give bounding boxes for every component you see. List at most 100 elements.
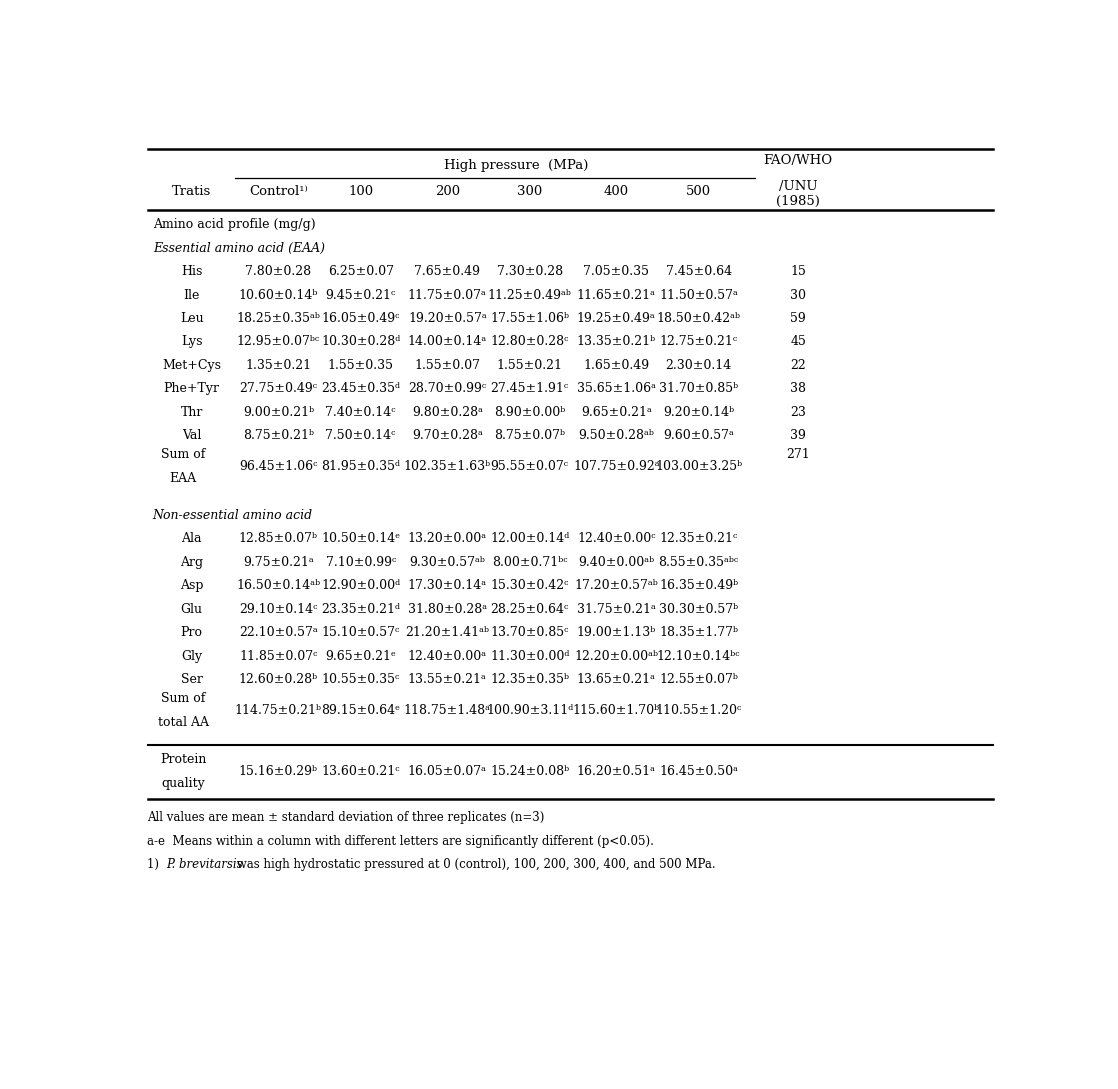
Text: Lys: Lys — [181, 335, 202, 348]
Text: 12.10±0.14ᵇᶜ: 12.10±0.14ᵇᶜ — [656, 650, 740, 663]
Text: was high hydrostatic pressured at 0 (control), 100, 200, 300, 400, and 500 MPa.: was high hydrostatic pressured at 0 (con… — [234, 858, 716, 871]
Text: 7.30±0.28: 7.30±0.28 — [496, 265, 562, 278]
Text: 115.60±1.70ᵇ: 115.60±1.70ᵇ — [572, 703, 660, 717]
Text: Thr: Thr — [180, 406, 203, 419]
Text: 100.90±3.11ᵈ: 100.90±3.11ᵈ — [486, 703, 574, 717]
Text: 10.55±0.35ᶜ: 10.55±0.35ᶜ — [322, 673, 400, 686]
Text: 23.45±0.35ᵈ: 23.45±0.35ᵈ — [321, 382, 400, 395]
Text: 81.95±0.35ᵈ: 81.95±0.35ᵈ — [321, 460, 400, 473]
Text: 7.05±0.35: 7.05±0.35 — [584, 265, 650, 278]
Text: All values are mean ± standard deviation of three replicates (n=3): All values are mean ± standard deviation… — [146, 811, 544, 824]
Text: 8.75±0.07ᵇ: 8.75±0.07ᵇ — [494, 429, 566, 442]
Text: 8.55±0.35ᵃᵇᶜ: 8.55±0.35ᵃᵇᶜ — [659, 555, 739, 568]
Text: 11.65±0.21ᵃ: 11.65±0.21ᵃ — [577, 289, 656, 302]
Text: 14.00±0.14ᵃ: 14.00±0.14ᵃ — [408, 335, 487, 348]
Text: 11.50±0.57ᵃ: 11.50±0.57ᵃ — [660, 289, 738, 302]
Text: 16.20±0.51ᵃ: 16.20±0.51ᵃ — [577, 764, 656, 778]
Text: 9.70±0.28ᵃ: 9.70±0.28ᵃ — [411, 429, 483, 442]
Text: 12.55±0.07ᵇ: 12.55±0.07ᵇ — [660, 673, 738, 686]
Text: Amino acid profile (mg/g): Amino acid profile (mg/g) — [153, 218, 315, 231]
Text: 12.95±0.07ᵇᶜ: 12.95±0.07ᵇᶜ — [237, 335, 320, 348]
Text: 103.00±3.25ᵇ: 103.00±3.25ᵇ — [655, 460, 742, 473]
Text: 15: 15 — [790, 265, 806, 278]
Text: 1.55±0.21: 1.55±0.21 — [496, 359, 562, 372]
Text: 9.30±0.57ᵃᵇ: 9.30±0.57ᵃᵇ — [409, 555, 485, 568]
Text: Essential amino acid (EAA): Essential amino acid (EAA) — [153, 242, 324, 255]
Text: 59: 59 — [790, 313, 806, 325]
Text: His: His — [181, 265, 202, 278]
Text: 16.45±0.50ᵃ: 16.45±0.50ᵃ — [660, 764, 738, 778]
Text: total AA: total AA — [158, 715, 209, 729]
Text: 107.75±0.92ᵃ: 107.75±0.92ᵃ — [574, 460, 660, 473]
Text: 18.25±0.35ᵃᵇ: 18.25±0.35ᵃᵇ — [236, 313, 321, 325]
Text: 21.20±1.41ᵃᵇ: 21.20±1.41ᵃᵇ — [406, 626, 490, 639]
Text: 15.24±0.08ᵇ: 15.24±0.08ᵇ — [490, 764, 569, 778]
Text: 23.35±0.21ᵈ: 23.35±0.21ᵈ — [321, 603, 400, 615]
Text: 7.65±0.49: 7.65±0.49 — [415, 265, 481, 278]
Text: 1): 1) — [146, 858, 167, 871]
Text: 271: 271 — [786, 449, 811, 461]
Text: 19.00±1.13ᵇ: 19.00±1.13ᵇ — [577, 626, 656, 639]
Text: 7.10±0.99ᶜ: 7.10±0.99ᶜ — [325, 555, 396, 568]
Text: Control¹⁾: Control¹⁾ — [249, 184, 307, 197]
Text: 89.15±0.64ᵉ: 89.15±0.64ᵉ — [321, 703, 400, 717]
Text: 13.70±0.85ᶜ: 13.70±0.85ᶜ — [491, 626, 569, 639]
Text: 27.75±0.49ᶜ: 27.75±0.49ᶜ — [239, 382, 318, 395]
Text: 300: 300 — [517, 184, 542, 197]
Text: 1.35±0.21: 1.35±0.21 — [245, 359, 312, 372]
Text: 2.30±0.14: 2.30±0.14 — [665, 359, 732, 372]
Text: 16.05±0.07ᵃ: 16.05±0.07ᵃ — [408, 764, 486, 778]
Text: 13.60±0.21ᶜ: 13.60±0.21ᶜ — [321, 764, 400, 778]
Text: 22: 22 — [790, 359, 806, 372]
Text: 28.70±0.99ᶜ: 28.70±0.99ᶜ — [408, 382, 486, 395]
Text: 13.35±0.21ᵇ: 13.35±0.21ᵇ — [577, 335, 656, 348]
Text: 17.30±0.14ᵃ: 17.30±0.14ᵃ — [408, 579, 487, 592]
Text: Glu: Glu — [181, 603, 202, 615]
Text: 9.65±0.21ᵃ: 9.65±0.21ᵃ — [581, 406, 652, 419]
Text: 17.55±1.06ᵇ: 17.55±1.06ᵇ — [490, 313, 569, 325]
Text: 1.65±0.49: 1.65±0.49 — [584, 359, 650, 372]
Text: 1.55±0.35: 1.55±0.35 — [328, 359, 394, 372]
Text: 22.10±0.57ᵃ: 22.10±0.57ᵃ — [239, 626, 318, 639]
Text: Leu: Leu — [180, 313, 203, 325]
Text: 19.20±0.57ᵃ: 19.20±0.57ᵃ — [408, 313, 486, 325]
Text: 10.30±0.28ᵈ: 10.30±0.28ᵈ — [321, 335, 400, 348]
Text: 18.35±1.77ᵇ: 18.35±1.77ᵇ — [660, 626, 738, 639]
Text: 11.30±0.00ᵈ: 11.30±0.00ᵈ — [490, 650, 569, 663]
Text: 114.75±0.21ᵇ: 114.75±0.21ᵇ — [235, 703, 322, 717]
Text: 38: 38 — [790, 382, 806, 395]
Text: 13.65±0.21ᵃ: 13.65±0.21ᵃ — [577, 673, 656, 686]
Text: 1.55±0.07: 1.55±0.07 — [415, 359, 481, 372]
Text: 12.00±0.14ᵈ: 12.00±0.14ᵈ — [490, 533, 569, 546]
Text: 9.50±0.28ᵃᵇ: 9.50±0.28ᵃᵇ — [578, 429, 654, 442]
Text: Tratis: Tratis — [172, 184, 211, 197]
Text: 7.40±0.14ᶜ: 7.40±0.14ᶜ — [325, 406, 396, 419]
Text: 96.45±1.06ᶜ: 96.45±1.06ᶜ — [239, 460, 318, 473]
Text: 12.75±0.21ᶜ: 12.75±0.21ᶜ — [660, 335, 738, 348]
Text: 13.55±0.21ᵃ: 13.55±0.21ᵃ — [408, 673, 486, 686]
Text: P. brevitarsis: P. brevitarsis — [165, 858, 243, 871]
Text: 9.80±0.28ᵃ: 9.80±0.28ᵃ — [411, 406, 483, 419]
Text: Ser: Ser — [181, 673, 202, 686]
Text: Val: Val — [182, 429, 201, 442]
Text: 31.70±0.85ᵇ: 31.70±0.85ᵇ — [659, 382, 738, 395]
Text: 7.80±0.28: 7.80±0.28 — [245, 265, 312, 278]
Text: 9.60±0.57ᵃ: 9.60±0.57ᵃ — [663, 429, 735, 442]
Text: 11.85±0.07ᶜ: 11.85±0.07ᶜ — [239, 650, 318, 663]
Text: /UNU: /UNU — [779, 180, 817, 193]
Text: 9.75±0.21ᵃ: 9.75±0.21ᵃ — [243, 555, 314, 568]
Text: 16.50±0.14ᵃᵇ: 16.50±0.14ᵃᵇ — [236, 579, 321, 592]
Text: Arg: Arg — [180, 555, 203, 568]
Text: 12.80±0.28ᶜ: 12.80±0.28ᶜ — [491, 335, 569, 348]
Text: quality: quality — [161, 776, 205, 790]
Text: 15.30±0.42ᶜ: 15.30±0.42ᶜ — [491, 579, 569, 592]
Text: 9.00±0.21ᵇ: 9.00±0.21ᵇ — [243, 406, 314, 419]
Text: 9.20±0.14ᵇ: 9.20±0.14ᵇ — [663, 406, 735, 419]
Text: 11.75±0.07ᵃ: 11.75±0.07ᵃ — [408, 289, 486, 302]
Text: 7.50±0.14ᶜ: 7.50±0.14ᶜ — [325, 429, 396, 442]
Text: 23: 23 — [790, 406, 806, 419]
Text: 500: 500 — [686, 184, 711, 197]
Text: High pressure  (MPa): High pressure (MPa) — [445, 159, 589, 172]
Text: Sum of: Sum of — [161, 692, 206, 705]
Text: 110.55±1.20ᶜ: 110.55±1.20ᶜ — [655, 703, 742, 717]
